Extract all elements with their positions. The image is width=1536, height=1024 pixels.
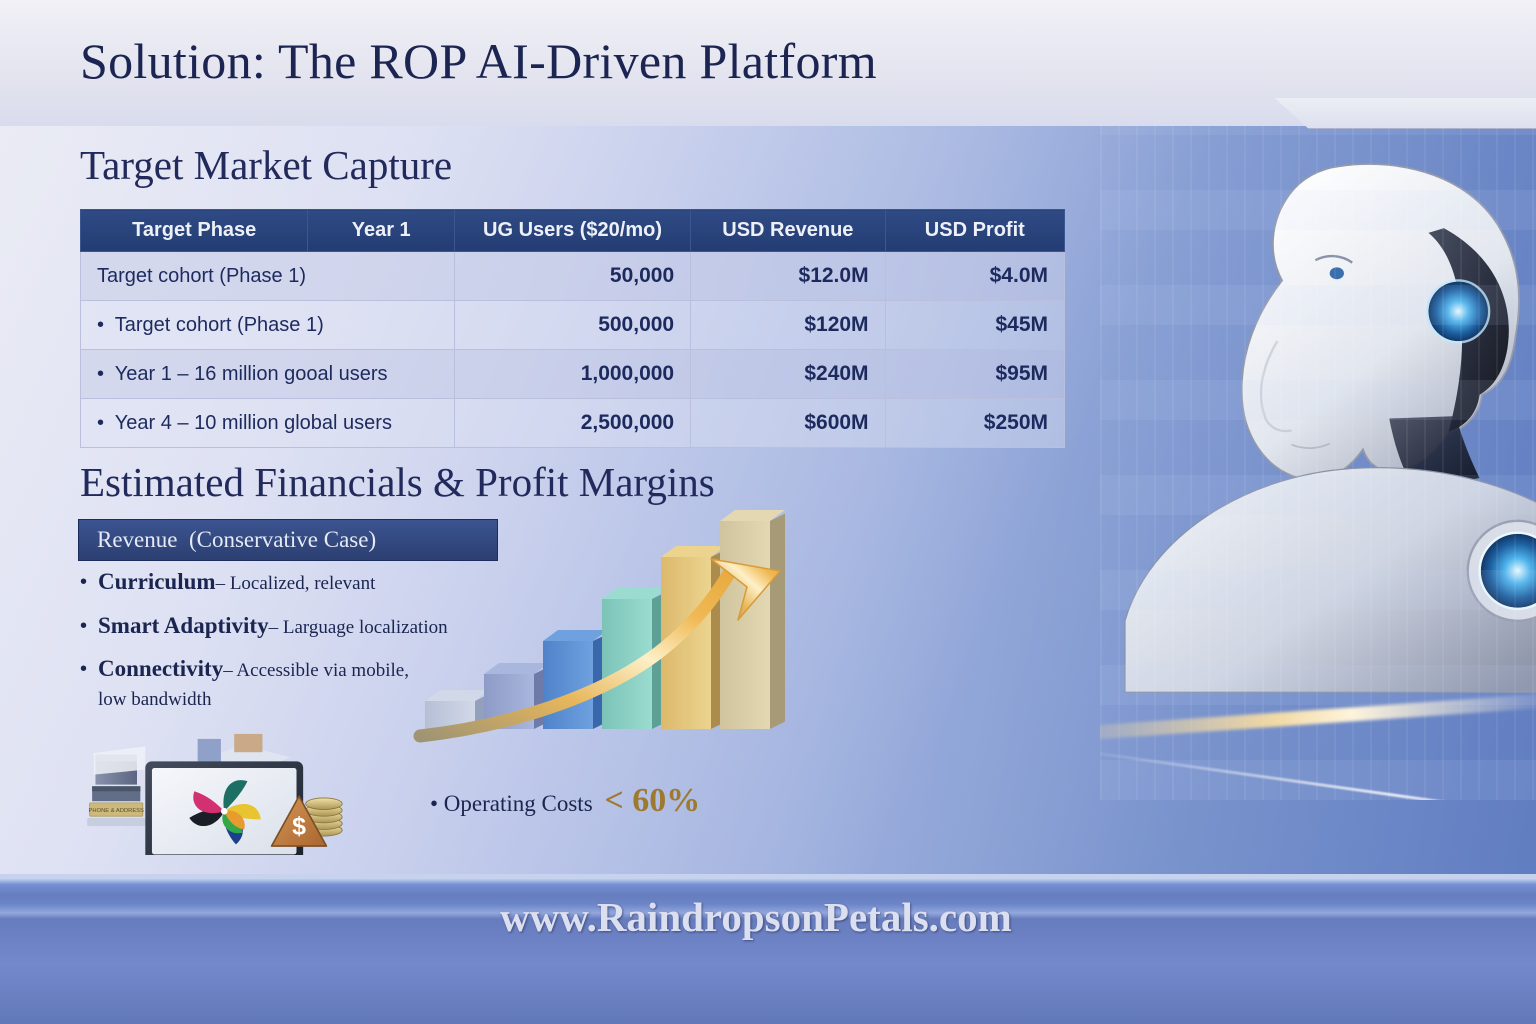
svg-text:$: $ xyxy=(292,812,306,840)
svg-text:PHONE & ADDRESS: PHONE & ADDRESS xyxy=(89,808,145,814)
